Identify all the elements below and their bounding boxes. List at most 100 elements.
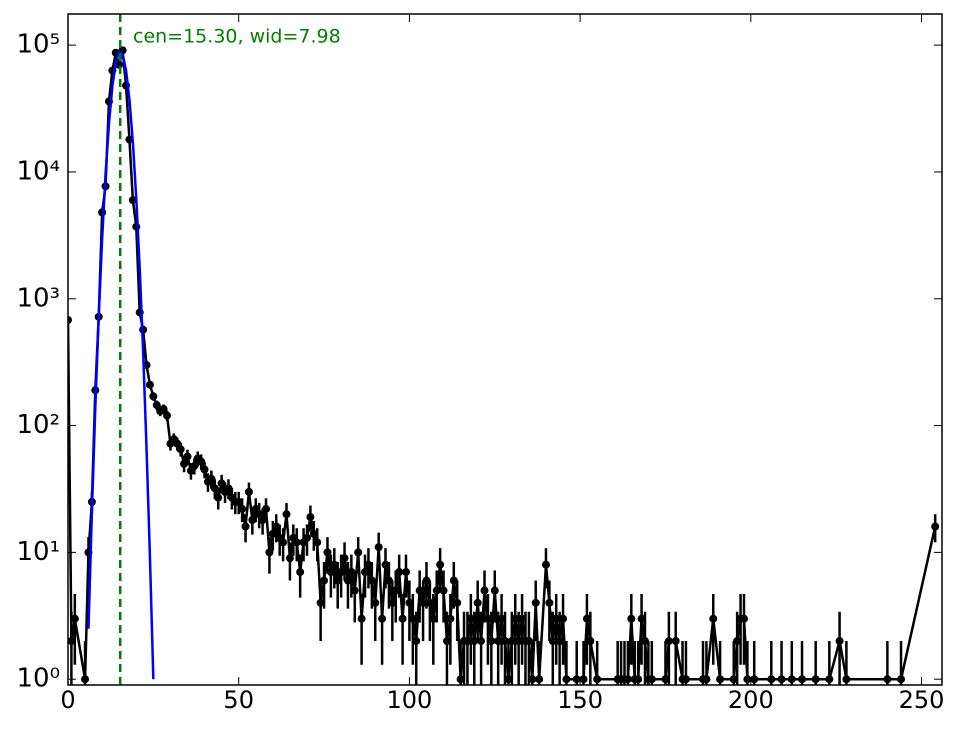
data-point [579,675,588,684]
data-point [388,598,397,607]
data-point [777,675,786,684]
data-point [593,675,602,684]
data-point [350,586,359,595]
data-point [552,614,561,623]
data-point [559,614,568,623]
x-tick-label: 250 [899,686,945,714]
data-point [470,637,479,646]
data-point [504,675,513,684]
data-point [477,637,486,646]
data-point [279,538,288,547]
data-point [68,637,76,646]
data-point [70,614,79,623]
data-point [330,560,339,569]
x-tick-label: 150 [557,686,603,714]
data-point [798,675,807,684]
data-point [463,637,472,646]
data-point [323,548,332,557]
x-tick-label: 100 [387,686,433,714]
data-point [681,675,690,684]
data-point [210,484,219,493]
data-point [507,637,516,646]
data-point [449,576,458,585]
data-point [374,543,383,552]
y-tick-label: 10² [16,410,60,440]
data-point [343,576,352,585]
data-point [244,487,253,496]
data-point [466,614,475,623]
data-point [497,614,506,623]
data-point [340,554,349,563]
data-point [371,598,380,607]
data-point [494,637,503,646]
data-point [842,675,851,684]
data-point [68,316,72,324]
data-point [268,529,277,538]
y-tick-label: 10⁴ [16,156,60,186]
data-point [535,675,544,684]
data-point [729,675,738,684]
data-point [490,586,499,595]
data-point [214,493,223,502]
data-point [408,614,417,623]
data-point [395,568,404,577]
data-point [524,637,533,646]
data-point [634,675,643,684]
x-tick-label: 200 [728,686,774,714]
data-point [453,598,462,607]
data-point [442,637,451,646]
data-point [333,576,342,585]
x-tick-label: 0 [60,686,75,714]
data-point [422,576,431,585]
data-point [425,598,434,607]
y-tick-label: 10⁵ [16,30,60,60]
data-point [767,675,776,684]
data-point [664,637,673,646]
data-point [207,474,216,483]
data-point [347,568,356,577]
data-point [262,504,271,513]
data-point [405,598,414,607]
data-point [787,675,796,684]
data-point [586,637,595,646]
data-point [200,465,209,474]
data-point [197,457,206,466]
data-point [439,586,448,595]
data-point [483,614,492,623]
y-tick-label: 10³ [16,283,60,313]
data-point [541,560,550,569]
data-point [190,461,199,470]
data-point [931,522,940,531]
data-point [702,675,711,684]
data-point [401,568,410,577]
data-point [292,538,301,547]
data-point [456,675,465,684]
plot-frame [67,13,943,686]
data-point [623,675,632,684]
data-point [238,504,247,513]
data-point [384,576,393,585]
data-point [217,479,226,488]
data-point [234,497,243,506]
data-point [415,586,424,595]
data-point [640,637,649,646]
data-point [412,637,421,646]
data-point [811,675,820,684]
data-point [480,586,489,595]
data-point [320,576,329,585]
data-point [511,614,520,623]
data-point [361,568,370,577]
data-point [518,614,527,623]
data-point [661,675,670,684]
x-tick-label: 50 [223,686,254,714]
plot-area [68,14,940,685]
y-tick-label: 10⁰ [16,664,60,694]
data-point [296,568,305,577]
data-point [316,598,325,607]
data-point [647,675,656,684]
data-point [326,568,335,577]
data-point [432,586,441,595]
data-point [255,510,264,519]
